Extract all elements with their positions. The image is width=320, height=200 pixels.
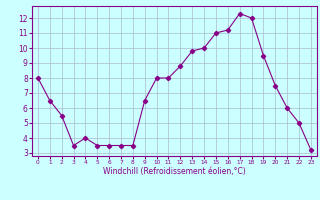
X-axis label: Windchill (Refroidissement éolien,°C): Windchill (Refroidissement éolien,°C) (103, 167, 246, 176)
